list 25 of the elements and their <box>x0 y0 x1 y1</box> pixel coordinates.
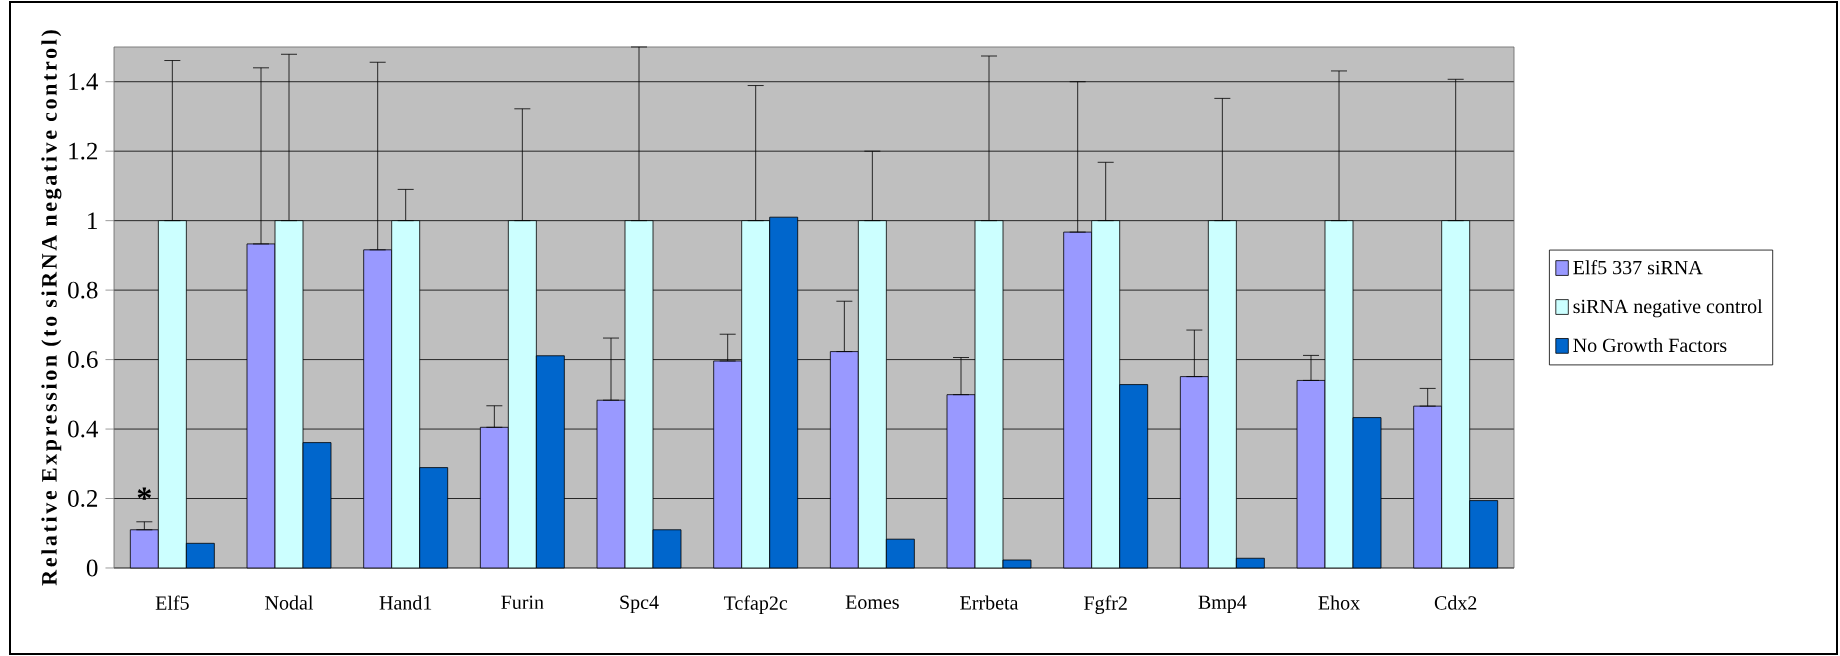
y-tick-label: 0.2 <box>68 490 98 507</box>
x-tick-label: Ehox <box>1318 595 1360 610</box>
legend-label: siRNA negative control <box>1573 299 1763 318</box>
x-tick-label: Fgfr2 <box>1084 595 1127 614</box>
x-tick-label: Nodal <box>265 595 314 610</box>
y-tick-label: 0.6 <box>68 351 98 369</box>
y-tick-label: 1.2 <box>69 142 98 160</box>
x-tick-label: Errbeta <box>960 595 1019 610</box>
legend-label: Elf5 337 siRNA <box>1573 260 1703 275</box>
annotation: * <box>137 487 152 500</box>
y-tick-label: 1.4 <box>69 73 99 91</box>
x-tick-label: Elf5 <box>155 595 189 610</box>
y-tick-label: 1 <box>88 212 97 229</box>
y-tick-label: 0 <box>86 559 98 577</box>
legend-label: No Growth Factors <box>1573 338 1727 353</box>
y-tick-label: 0.4 <box>68 420 99 438</box>
x-tick-label: Furin <box>501 595 544 610</box>
x-tick-label: Bmp4 <box>1198 595 1247 614</box>
y-tick-label: 0.8 <box>68 281 98 299</box>
x-tick-label: Eomes <box>845 595 899 609</box>
x-tick-label: Spc4 <box>620 595 659 614</box>
y-axis-title: Relative Expression (to siRNA negative control) <box>41 30 62 586</box>
x-tick-label: Cdx2 <box>1434 595 1477 610</box>
x-tick-label: Hand1 <box>379 595 432 610</box>
x-tick-label: Tcfap2c <box>724 595 788 614</box>
